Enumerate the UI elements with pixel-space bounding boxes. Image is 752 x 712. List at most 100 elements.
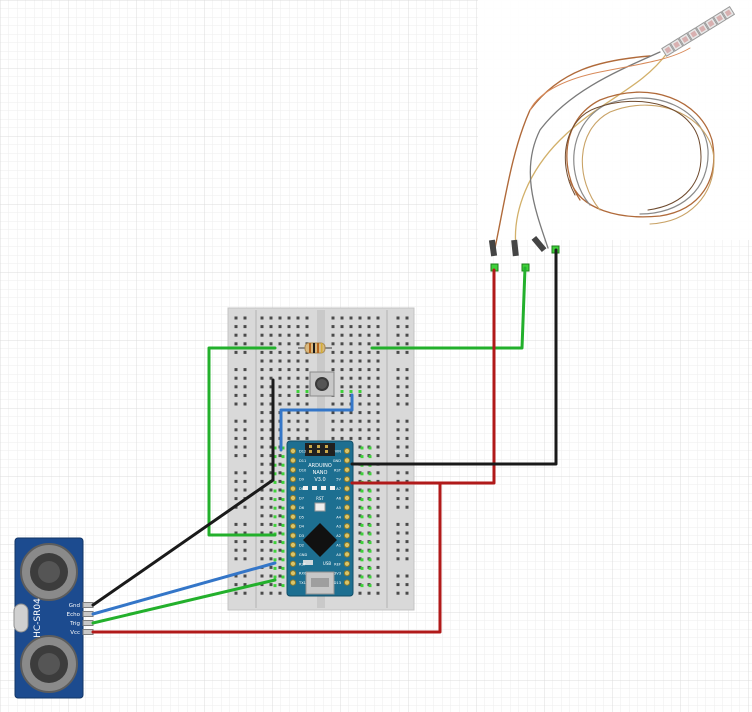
nano-right-pin[interactable] — [343, 466, 351, 473]
breadboard-connected-hole — [281, 463, 285, 467]
led-strip-module — [704, 16, 718, 31]
nano-pin-rows — [289, 447, 351, 586]
breadboard-hole — [340, 376, 344, 380]
led-strip-cable-bundle — [494, 47, 715, 249]
breadboard-rail-hole — [396, 497, 400, 501]
nano-right-pin[interactable] — [343, 523, 351, 530]
breadboard-hole — [367, 428, 371, 432]
nano-left-pin[interactable] — [289, 532, 297, 539]
nano-right-pin[interactable] — [343, 532, 351, 539]
breadboard-rail-hole — [234, 368, 238, 372]
breadboard-rail-hole — [234, 540, 238, 544]
nano-left-pin[interactable] — [289, 447, 297, 455]
sensor-name-label: HC-SR04 — [33, 598, 43, 638]
breadboard-hole — [278, 385, 282, 389]
nano-right-pin[interactable] — [343, 447, 351, 455]
breadboard-hole — [269, 402, 273, 406]
breadboard-hole — [376, 574, 380, 578]
breadboard-hole — [349, 428, 353, 432]
breadboard-rail-hole — [396, 350, 400, 354]
breadboard-hole — [305, 419, 309, 423]
nano-right-pin[interactable] — [343, 579, 351, 586]
nano-right-pin[interactable] — [343, 551, 351, 558]
breadboard-hole — [376, 428, 380, 432]
breadboard-hole — [269, 376, 273, 380]
breadboard-hole — [340, 325, 344, 329]
nano-reset-button[interactable] — [314, 502, 326, 512]
nano-right-pin[interactable] — [343, 485, 351, 492]
breadboard-connected-hole — [273, 541, 277, 545]
breadboard-hole — [376, 531, 380, 535]
breadboard-hole — [269, 454, 273, 458]
breadboard-hole — [287, 325, 291, 329]
wires — [91, 248, 558, 634]
nano-right-pin-label: 5V — [336, 478, 341, 482]
nano-right-pin-label: A2 — [336, 534, 341, 538]
breadboard-hole — [376, 557, 380, 561]
breadboard-rail-hole — [396, 333, 400, 337]
breadboard-hole — [278, 583, 282, 587]
breadboard-rail-hole — [396, 316, 400, 320]
nano-left-pin[interactable] — [289, 551, 297, 558]
breadboard-hole — [331, 342, 335, 346]
nano-left-pin[interactable] — [289, 523, 297, 530]
nano-left-pin[interactable] — [289, 579, 297, 586]
breadboard-hole — [296, 402, 300, 406]
breadboard-hole — [296, 333, 300, 337]
pushbutton[interactable] — [309, 371, 335, 397]
breadboard-hole — [331, 316, 335, 320]
breadboard-hole — [287, 436, 291, 440]
breadboard-rail-hole — [405, 454, 409, 458]
breadboard-rail-hole — [396, 505, 400, 509]
nano-right-pin[interactable] — [343, 513, 351, 520]
sensor-pin-label: Gnd — [69, 603, 80, 609]
nano-left-pin[interactable] — [289, 466, 297, 473]
breadboard-rail-hole — [243, 402, 247, 406]
breadboard-hole — [260, 471, 264, 475]
nano-right-pin[interactable] — [343, 476, 351, 483]
nano-right-pin-label: A6 — [336, 497, 341, 501]
nano-left-pin[interactable] — [289, 504, 297, 511]
nano-right-pin[interactable] — [343, 457, 351, 464]
nano-left-pin[interactable] — [289, 570, 297, 577]
breadboard-hole — [358, 488, 362, 492]
breadboard-hole — [278, 574, 282, 578]
breadboard-hole — [260, 540, 264, 544]
nano-right-pin-label: RST — [334, 468, 342, 472]
nano-right-pin[interactable] — [343, 560, 351, 567]
nano-right-pin[interactable] — [343, 570, 351, 577]
led-strip-module — [695, 21, 710, 36]
nano-left-pin[interactable] — [289, 513, 297, 520]
breadboard-rail-hole — [405, 583, 409, 587]
breadboard-connected-hole — [340, 390, 344, 393]
breadboard-hole — [296, 436, 300, 440]
breadboard-hole — [340, 428, 344, 432]
nano-right-pin[interactable] — [343, 541, 351, 549]
icsp-pin — [309, 445, 312, 448]
breadboard-hole — [260, 428, 264, 432]
breadboard-hole — [349, 350, 353, 354]
nano-right-pin[interactable] — [343, 494, 351, 502]
breadboard-hole — [376, 514, 380, 518]
breadboard-connected-hole — [296, 390, 300, 393]
nano-left-pin[interactable] — [289, 485, 297, 492]
breadboard-rail-hole — [405, 591, 409, 595]
nano-left-pin[interactable] — [289, 494, 297, 502]
breadboard-hole — [269, 565, 273, 569]
breadboard-connected-hole — [368, 558, 372, 562]
breadboard-hole — [376, 316, 380, 320]
breadboard-rail-hole — [396, 454, 400, 458]
sensor-pin-label: Vcc — [70, 630, 80, 636]
breadboard-hole — [278, 342, 282, 346]
nano-left-pin[interactable] — [289, 541, 297, 549]
breadboard-hole — [296, 325, 300, 329]
breadboard-hole — [358, 540, 362, 544]
nano-left-pin[interactable] — [289, 560, 297, 567]
nano-left-pin[interactable] — [289, 457, 297, 464]
breadboard-hole — [305, 368, 309, 372]
breadboard-rail-hole — [396, 402, 400, 406]
nano-left-pin[interactable] — [289, 476, 297, 483]
nano-right-pin[interactable] — [343, 504, 351, 511]
breadboard-hole — [269, 385, 273, 389]
